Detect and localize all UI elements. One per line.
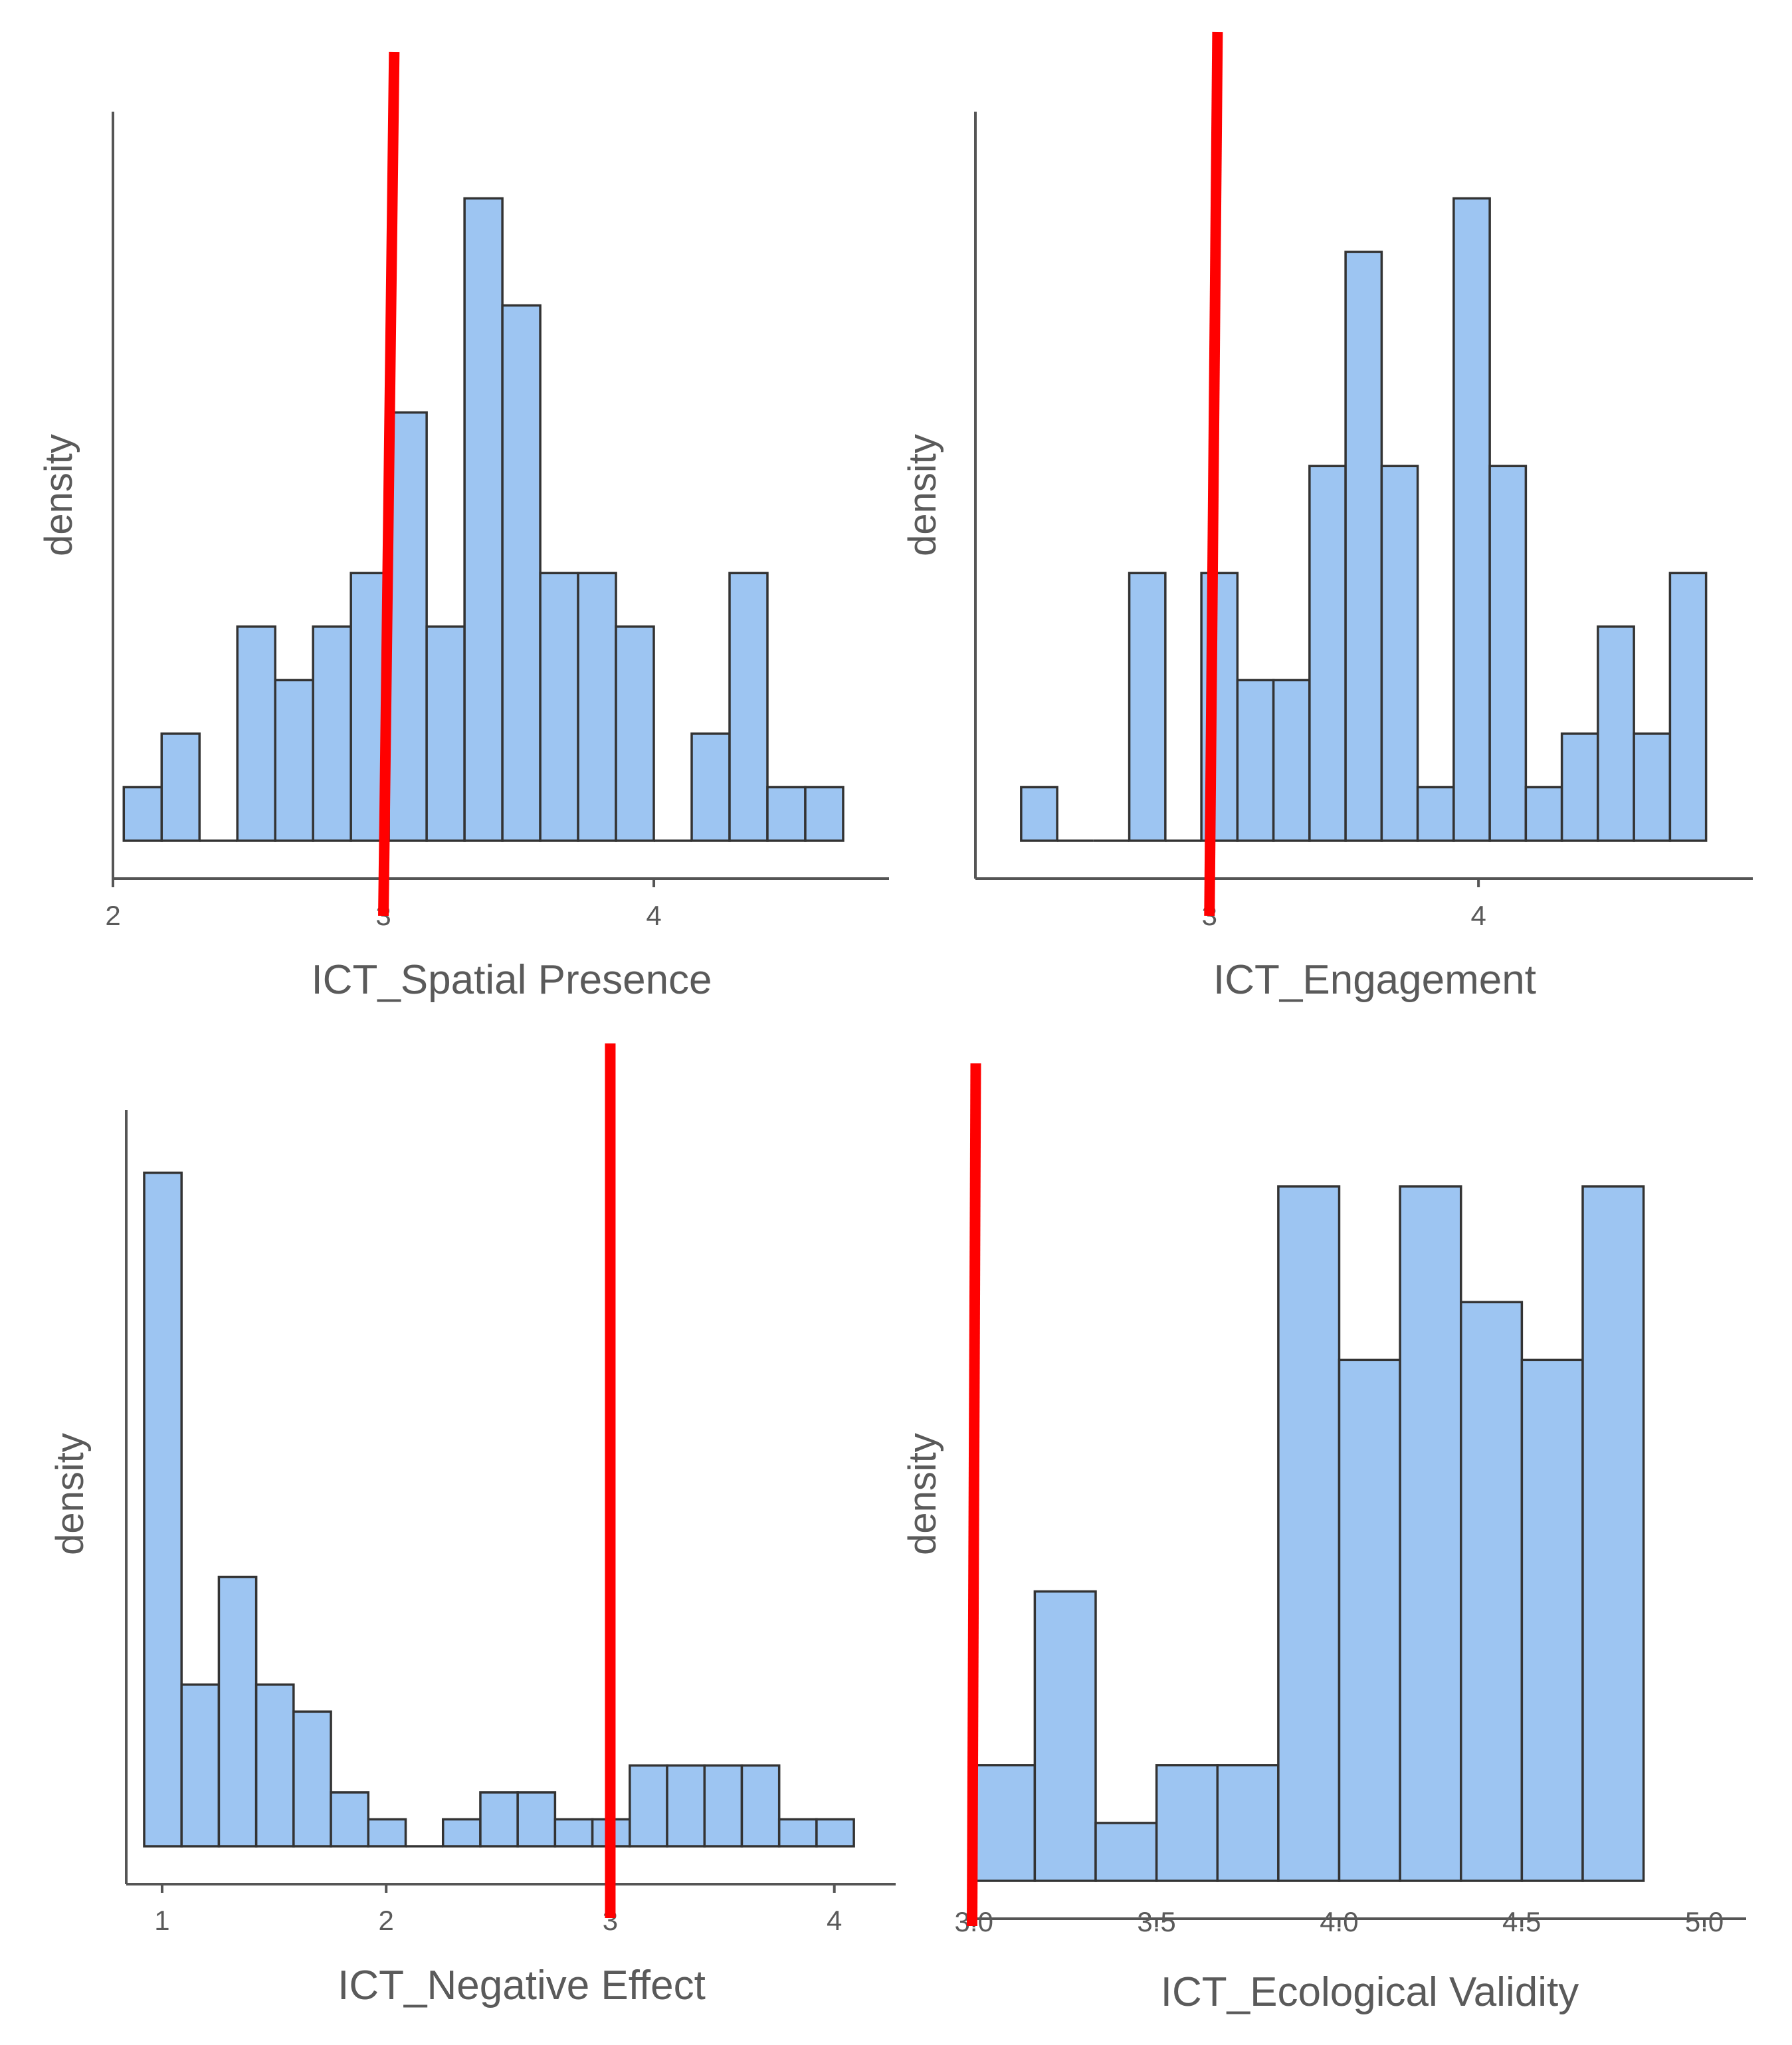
- x-tick-label: 4.5: [1502, 1906, 1541, 1937]
- histogram-bar: [766, 786, 807, 842]
- histogram-bar: [703, 1764, 744, 1848]
- bars: [972, 1185, 1645, 1882]
- histogram-bar: [1416, 786, 1455, 842]
- x-tick-label: 3.5: [1137, 1906, 1175, 1937]
- histogram-bar: [553, 1818, 594, 1848]
- x-tick-label: 4: [646, 900, 661, 931]
- histogram-bar: [387, 411, 428, 842]
- x-axis-title: ICT_Ecological Validity: [1161, 1969, 1579, 2015]
- histogram-bar: [367, 1818, 407, 1848]
- histogram-bar: [972, 1764, 1037, 1882]
- histogram-bar: [804, 786, 845, 842]
- histogram-bar: [1128, 572, 1167, 842]
- histogram-bar: [1668, 572, 1708, 842]
- histogram-bar: [815, 1818, 855, 1848]
- histogram-bar: [629, 1764, 668, 1848]
- histogram-bar: [1560, 732, 1599, 842]
- histogram-bar: [1155, 1764, 1219, 1882]
- histogram-bar: [539, 572, 579, 842]
- histogram-bar: [1216, 1764, 1280, 1882]
- bars: [143, 1171, 855, 1848]
- histogram-bar: [330, 1791, 370, 1848]
- histogram-bar: [463, 197, 504, 842]
- histogram-bar: [160, 732, 201, 842]
- x-tick-label: 4.0: [1320, 1906, 1358, 1937]
- histogram-bar: [254, 1683, 295, 1848]
- histogram-bar: [577, 572, 617, 842]
- histogram-bar: [1399, 1185, 1462, 1882]
- histogram-bar: [1020, 786, 1058, 842]
- histogram-bar: [1344, 251, 1383, 842]
- histogram-bar: [690, 732, 731, 842]
- x-tick-label: 2: [105, 900, 120, 931]
- x-axis-title: ICT_Spatial Presence: [311, 957, 712, 1003]
- y-axis-title: density: [49, 1433, 92, 1555]
- x-tick-label: 1: [154, 1905, 169, 1936]
- histogram-bar: [1272, 679, 1311, 842]
- histogram-bar: [1597, 625, 1635, 842]
- histogram-bar: [122, 786, 163, 842]
- x-tick-label: 4: [1470, 900, 1486, 931]
- histogram-bar: [1524, 786, 1563, 842]
- histogram-bar: [516, 1791, 557, 1848]
- histogram-bar: [1488, 465, 1528, 842]
- histogram-bar: [441, 1818, 482, 1848]
- histogram-bar: [425, 625, 466, 842]
- histogram-bar: [274, 679, 314, 842]
- x-tick-label: 4: [827, 1905, 842, 1936]
- y-axis-title: density: [901, 434, 944, 556]
- reference-line: [967, 1063, 981, 1927]
- histogram-bar: [143, 1171, 183, 1848]
- histogram-bar: [1338, 1358, 1401, 1882]
- histogram-bar: [1452, 197, 1491, 842]
- y-axis-title: density: [901, 1433, 944, 1555]
- histogram-bar: [666, 1764, 706, 1848]
- histogram-bar: [615, 625, 655, 842]
- x-axis-title: ICT_Negative Effect: [338, 1963, 706, 2008]
- bars: [122, 197, 845, 842]
- bars: [1020, 197, 1708, 842]
- histogram-bar: [1460, 1301, 1524, 1882]
- histogram-bar: [312, 625, 352, 842]
- histogram-bar: [501, 304, 542, 842]
- histogram-bar: [728, 572, 769, 842]
- y-axis-title: density: [37, 434, 80, 556]
- histogram-bar: [236, 625, 276, 842]
- histogram-bar: [1380, 465, 1419, 842]
- reference-line: [1204, 31, 1223, 916]
- histogram-bar: [740, 1764, 781, 1848]
- histogram-bar: [1094, 1822, 1158, 1882]
- histogram-bar: [180, 1683, 221, 1848]
- histogram-bar: [1236, 679, 1275, 842]
- histogram-bar: [1520, 1358, 1584, 1882]
- reference-line: [378, 51, 400, 916]
- histogram-bar: [1033, 1590, 1097, 1882]
- histogram-bar: [1581, 1185, 1645, 1882]
- histogram-bar: [292, 1710, 332, 1848]
- histogram-bar: [1308, 465, 1347, 842]
- histogram-bar: [1633, 732, 1672, 842]
- histogram-bar: [479, 1791, 519, 1848]
- x-axis-title: ICT_Engagement: [1213, 957, 1536, 1003]
- histogram-bar: [1277, 1185, 1341, 1882]
- x-tick-label: 2: [379, 1905, 394, 1936]
- histogram-bar: [777, 1818, 818, 1848]
- x-tick-label: 5.0: [1685, 1906, 1724, 1937]
- histogram-bar: [217, 1575, 258, 1848]
